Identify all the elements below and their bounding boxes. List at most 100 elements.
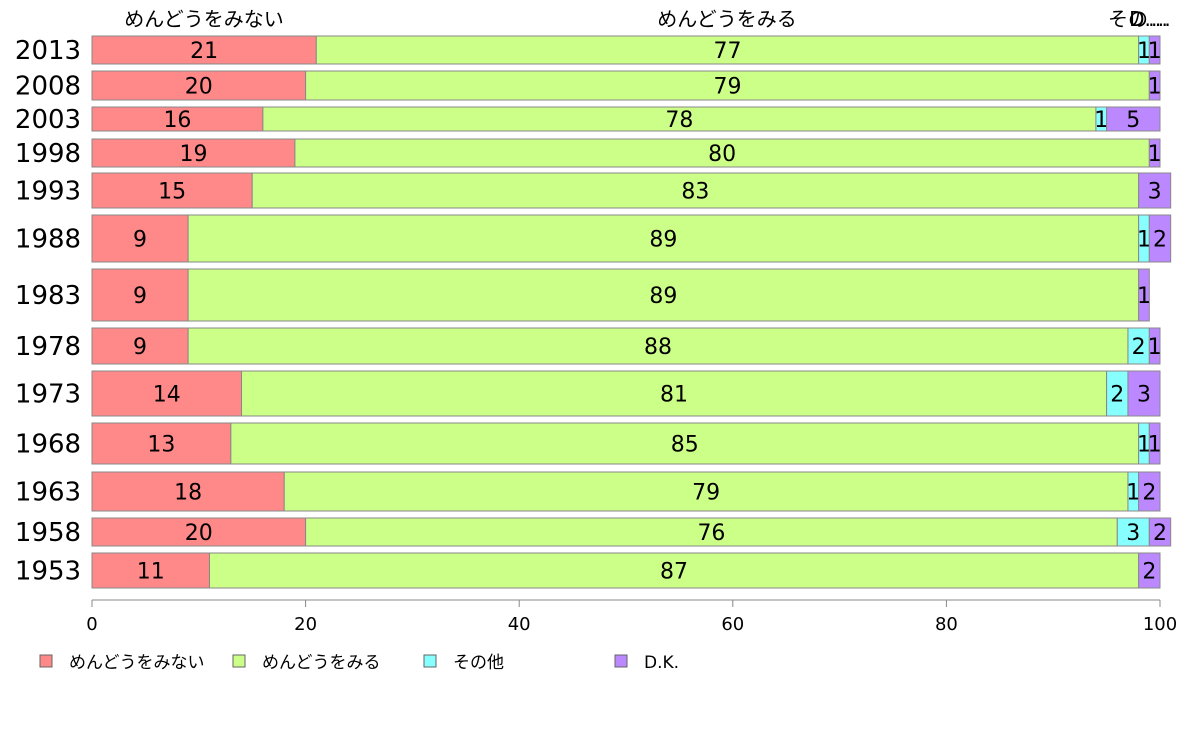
bar-segment xyxy=(187,327,1129,365)
bar-value-label: 2 xyxy=(1132,335,1146,360)
bar-value-label: 20 xyxy=(185,521,213,546)
x-tick-label: 100 xyxy=(1143,614,1177,635)
legend-label: その他 xyxy=(453,653,504,673)
bar-value-label: 83 xyxy=(681,180,709,205)
bar-value-label: 2 xyxy=(1142,481,1156,506)
bar-value-label: 11 xyxy=(137,560,165,585)
x-tick-label: 80 xyxy=(935,614,958,635)
bar-value-label: 79 xyxy=(692,481,720,506)
bar-segment xyxy=(91,35,317,65)
bar-segment xyxy=(91,370,243,417)
bar-segment xyxy=(1138,268,1150,322)
bar-value-label: 2 xyxy=(1153,521,1167,546)
top-series-label: めんどうをみない xyxy=(124,7,283,31)
bar-segment xyxy=(1138,471,1161,512)
bar-segment xyxy=(251,172,1140,209)
bar-segment xyxy=(241,370,1108,417)
top-series-label: その… xyxy=(1108,7,1168,31)
x-tick-label: 60 xyxy=(721,614,744,635)
year-label: 1983 xyxy=(15,281,81,311)
bar-segment xyxy=(1148,327,1161,365)
legend-label: めんどうをみない xyxy=(69,653,205,673)
bar-value-label: 5 xyxy=(1126,108,1140,133)
bar-value-label: 77 xyxy=(713,39,741,64)
bar-value-label: 79 xyxy=(713,75,741,100)
bar-value-label: 76 xyxy=(697,521,725,546)
bar-value-label: 2 xyxy=(1142,560,1156,585)
bar-value-label: 15 xyxy=(158,180,186,205)
legend-label: めんどうをみる xyxy=(262,653,381,673)
year-label: 2003 xyxy=(15,105,81,135)
bar-segment xyxy=(294,138,1150,168)
year-label: 1993 xyxy=(15,177,81,207)
bar-value-label: 87 xyxy=(660,560,688,585)
bar-value-label: 9 xyxy=(133,335,147,360)
bar-value-label: 14 xyxy=(153,383,181,408)
bar-segment xyxy=(1106,106,1161,132)
bar-segment xyxy=(1148,138,1161,168)
year-label: 1963 xyxy=(15,478,81,508)
bar-value-label: 1 xyxy=(1148,142,1162,167)
bar-value-label: 2 xyxy=(1110,383,1124,408)
bar-value-label: 80 xyxy=(708,142,736,167)
year-label: 1958 xyxy=(15,518,81,548)
bar-segment xyxy=(91,552,210,589)
bar-value-label: 78 xyxy=(665,108,693,133)
bar-segment xyxy=(1148,70,1161,101)
year-label: 1968 xyxy=(15,430,81,460)
year-label: 2013 xyxy=(15,36,81,66)
bar-value-label: 3 xyxy=(1148,180,1162,205)
bar-value-label: 19 xyxy=(179,142,207,167)
bar-value-label: 1 xyxy=(1137,228,1151,253)
bar-value-label: 1 xyxy=(1148,39,1162,64)
bar-segment xyxy=(315,35,1140,65)
bar-segment xyxy=(187,268,1140,322)
top-series-label: めんどうをみる xyxy=(657,7,796,31)
bar-segment xyxy=(91,172,253,209)
legend-swatch xyxy=(39,654,53,668)
bar-value-label: 1 xyxy=(1126,481,1140,506)
year-label: 1998 xyxy=(15,139,81,169)
bar-value-label: 3 xyxy=(1137,383,1151,408)
bar-segment xyxy=(1148,422,1161,465)
bar-value-label: 21 xyxy=(190,39,218,64)
bar-value-label: 2 xyxy=(1153,228,1167,253)
bar-segment xyxy=(1138,552,1161,589)
legend-swatch xyxy=(423,654,437,668)
legend-swatch xyxy=(232,654,246,668)
bar-segment xyxy=(91,517,307,547)
year-label: 1953 xyxy=(15,557,81,587)
x-tick-label: 20 xyxy=(294,614,317,635)
bar-segment xyxy=(1127,370,1161,417)
legend-label: D.K. xyxy=(644,653,679,673)
bar-value-label: 1 xyxy=(1094,108,1108,133)
year-label: 1978 xyxy=(15,332,81,362)
bar-value-label: 9 xyxy=(133,284,147,309)
bar-value-label: 9 xyxy=(133,228,147,253)
bar-segment xyxy=(91,422,232,465)
bar-value-label: 1 xyxy=(1148,335,1162,360)
bar-segment xyxy=(1148,517,1172,547)
year-label: 1988 xyxy=(15,225,81,255)
bar-segment xyxy=(283,471,1129,512)
bar-value-label: 20 xyxy=(185,75,213,100)
year-label: 2008 xyxy=(15,72,81,102)
bar-value-label: 85 xyxy=(671,433,699,458)
bar-value-label: 1 xyxy=(1137,39,1151,64)
bar-value-label: 16 xyxy=(163,108,191,133)
x-tick-label: 0 xyxy=(86,614,97,635)
bar-value-label: 3 xyxy=(1126,521,1140,546)
bar-segment xyxy=(91,268,189,322)
bar-segment xyxy=(305,517,1118,547)
bar-value-label: 1 xyxy=(1137,433,1151,458)
bar-value-label: 89 xyxy=(649,284,677,309)
bar-value-label: 89 xyxy=(649,228,677,253)
bar-segment xyxy=(1148,214,1172,263)
bar-segment xyxy=(1138,172,1172,209)
bar-value-label: 1 xyxy=(1137,284,1151,309)
bar-value-label: 88 xyxy=(644,335,672,360)
legend-swatch xyxy=(614,654,628,668)
top-series-label: D.… xyxy=(1129,7,1171,31)
year-label: 1973 xyxy=(15,380,81,410)
